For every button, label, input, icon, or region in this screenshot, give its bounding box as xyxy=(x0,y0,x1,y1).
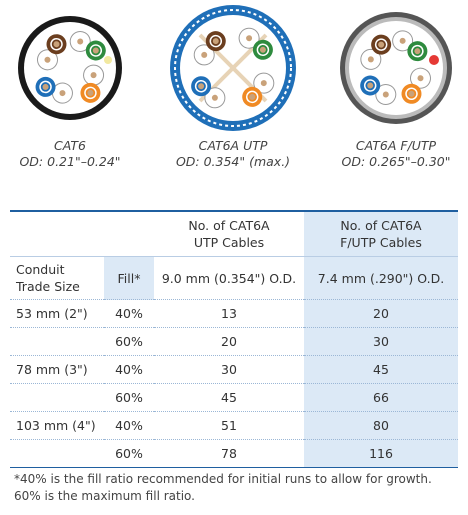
subheader-cell: Conduit Trade Size xyxy=(10,256,104,300)
size-cell: 53 mm (2") xyxy=(10,299,104,328)
blank-cell xyxy=(104,210,154,257)
data-row: 60% 45 66 xyxy=(10,383,458,412)
cable-od: OD: 0.265"–0.30" xyxy=(341,154,451,169)
subheader-row: Conduit Trade Size Fill* 9.0 mm (0.354")… xyxy=(10,256,458,300)
data-row: 53 mm (2") 40% 13 20 xyxy=(10,299,458,328)
utp-count-cell: 51 xyxy=(154,411,304,440)
futp-count-cell: 30 xyxy=(304,327,458,356)
cable-name: CAT6 xyxy=(54,138,86,153)
cable-od: OD: 0.354" (max.) xyxy=(175,154,291,169)
blank-cell xyxy=(10,210,104,257)
subheader-cell: 9.0 mm (0.354") O.D. xyxy=(154,256,304,300)
fill-table: No. of CAT6A UTP Cables No. of CAT6A F/U… xyxy=(10,210,458,468)
header-row: No. of CAT6A UTP Cables No. of CAT6A F/U… xyxy=(10,210,458,257)
utp-count-cell: 20 xyxy=(154,327,304,356)
futp-count-cell: 116 xyxy=(304,439,458,468)
size-cell: 103 mm (4") xyxy=(10,411,104,440)
fill-cell: 60% xyxy=(104,383,154,412)
fill-cell: 40% xyxy=(104,355,154,384)
cable-od: OD: 0.21"–0.24" xyxy=(19,154,121,169)
subheader-cell: 7.4 mm (.290") O.D. xyxy=(304,256,458,300)
utp-count-cell: 45 xyxy=(154,383,304,412)
fill-cell: 40% xyxy=(104,299,154,328)
size-cell: 78 mm (3") xyxy=(10,355,104,384)
footnote-line: 60% is the maximum fill ratio. xyxy=(14,489,195,503)
data-row: 60% 20 30 xyxy=(10,327,458,356)
header-cell: No. of CAT6A UTP Cables xyxy=(154,210,304,257)
futp-count-cell: 66 xyxy=(304,383,458,412)
footnote-line: *40% is the fill ratio recommended for i… xyxy=(14,472,432,486)
subheader-cell: Fill* xyxy=(104,256,154,300)
utp-count-cell: 78 xyxy=(154,439,304,468)
blank-cell xyxy=(10,383,104,412)
cat6a-futp-cable xyxy=(340,12,452,124)
cat6a-utp-cable xyxy=(170,5,296,131)
header-cell: No. of CAT6A F/UTP Cables xyxy=(304,210,458,257)
futp-count-cell: 20 xyxy=(304,299,458,328)
cable-caption: CAT6 OD: 0.21"–0.24" xyxy=(0,138,145,170)
futp-count-cell: 45 xyxy=(304,355,458,384)
cat6-cable xyxy=(18,16,122,120)
fill-cell: 40% xyxy=(104,411,154,440)
utp-count-cell: 13 xyxy=(154,299,304,328)
cable-caption: CAT6A F/UTP OD: 0.265"–0.30" xyxy=(321,138,468,170)
fill-cell: 60% xyxy=(104,327,154,356)
cable-name: CAT6A UTP xyxy=(198,138,268,153)
utp-count-cell: 30 xyxy=(154,355,304,384)
data-row: 60% 78 116 xyxy=(10,439,458,468)
blank-cell xyxy=(10,439,104,468)
data-row: 103 mm (4") 40% 51 80 xyxy=(10,411,458,440)
fill-cell: 60% xyxy=(104,439,154,468)
data-row: 78 mm (3") 40% 30 45 xyxy=(10,355,458,384)
cable-name: CAT6A F/UTP xyxy=(355,138,437,153)
footnote: *40% is the fill ratio recommended for i… xyxy=(14,471,460,505)
cable-illustrations xyxy=(18,5,452,131)
cable-caption: CAT6A UTP OD: 0.354" (max.) xyxy=(158,138,308,170)
blank-cell xyxy=(10,327,104,356)
futp-count-cell: 80 xyxy=(304,411,458,440)
